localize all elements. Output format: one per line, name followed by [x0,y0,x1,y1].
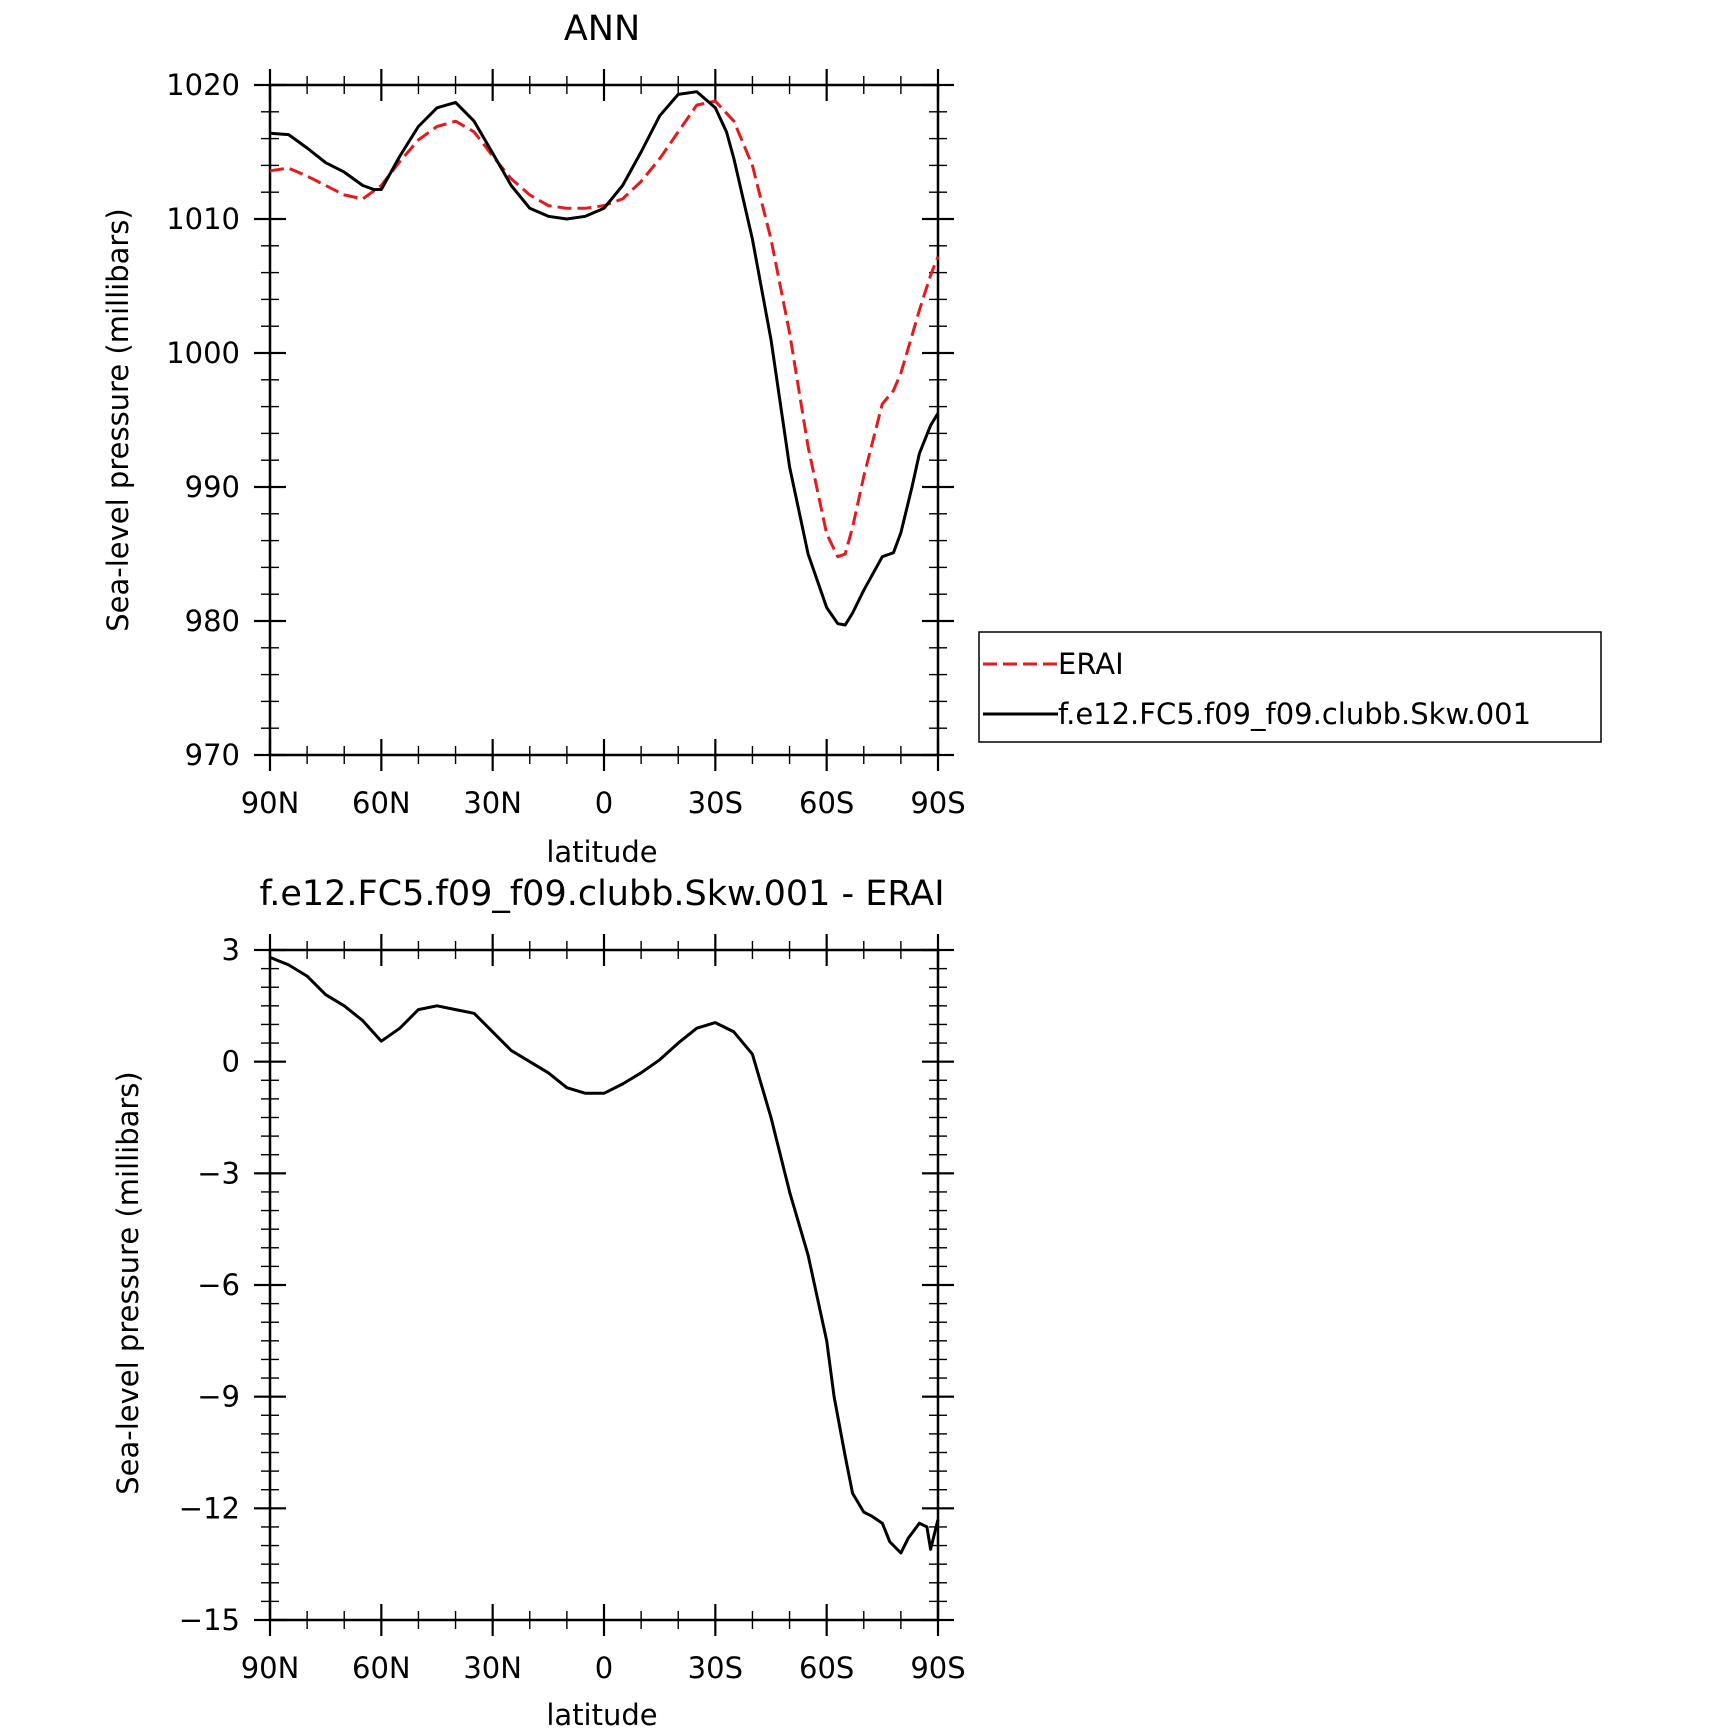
bottom-y-tick-label: −6 [197,1268,240,1302]
top-series-line-erai [269,99,940,559]
top-panel-ann: ANN Sea-level pressure (millibars) latit… [101,9,966,869]
top-x-tick-label: 0 [595,786,613,820]
bottom-series-line-model [269,956,940,1555]
top-plot-frame [268,83,940,757]
top-y-tick-label: 1000 [166,336,240,370]
top-panel-plot-area: 90N 60N 30N 0 30S 60S 90S 1020 1010 1000 990 980 970 [166,68,965,820]
top-series-line-model [269,90,940,627]
bottom-panel-x-axis-label: latitude [546,1698,657,1732]
top-x-tick-label: 30S [688,786,743,820]
bottom-x-tick-label: 30N [463,1651,522,1685]
bottom-plot-frame [268,948,940,1622]
bottom-y-tick-label: −15 [179,1603,240,1637]
top-panel-y-axis-label: Sea-level pressure (millibars) [101,208,135,631]
top-y-tick-label: 990 [185,470,240,504]
bottom-x-tick-label: 60N [352,1651,411,1685]
top-x-tick-label: 60N [352,786,411,820]
legend-label-model: f.e12.FC5.f09_f09.clubb.Skw.001 [1058,697,1531,731]
top-x-tick-label: 30N [463,786,522,820]
top-x-tick-label: 90S [910,786,965,820]
bottom-y-tick-label: −12 [179,1491,240,1525]
top-y-tick-label: 1020 [166,68,240,102]
bottom-x-tick-label: 60S [799,1651,854,1685]
legend: ERAI f.e12.FC5.f09_f09.clubb.Skw.001 [978,631,1602,743]
bottom-x-tick-label: 90N [241,1651,300,1685]
bottom-panel-y-axis-label: Sea-level pressure (millibars) [111,1071,145,1494]
bottom-panel-difference: f.e12.FC5.f09_f09.clubb.Skw.001 - ERAI S… [111,874,966,1732]
bottom-panel-title: f.e12.FC5.f09_f09.clubb.Skw.001 - ERAI [259,874,944,914]
top-y-tick-label: 980 [185,604,240,638]
bottom-x-tick-label: 30S [688,1651,743,1685]
bottom-y-tick-label: −3 [197,1156,240,1190]
top-x-tick-label: 60S [799,786,854,820]
legend-label-erai: ERAI [1058,647,1124,681]
top-panel-x-axis-label: latitude [546,835,657,869]
top-panel-title: ANN [564,9,640,49]
bottom-panel-plot-area: 90N 60N 30N 0 30S 60S 90S 3 0 −3 −6 −9 −12 −15 [179,933,966,1685]
top-x-tick-label: 90N [241,786,300,820]
top-y-tick-label: 970 [185,738,240,772]
bottom-y-tick-label: −9 [197,1380,240,1414]
legend-box [978,631,1602,743]
bottom-y-tick-label: 0 [222,1045,240,1079]
bottom-x-tick-label: 90S [910,1651,965,1685]
top-y-tick-label: 1010 [166,202,240,236]
bottom-x-tick-label: 0 [595,1651,613,1685]
bottom-y-tick-label: 3 [222,933,240,967]
